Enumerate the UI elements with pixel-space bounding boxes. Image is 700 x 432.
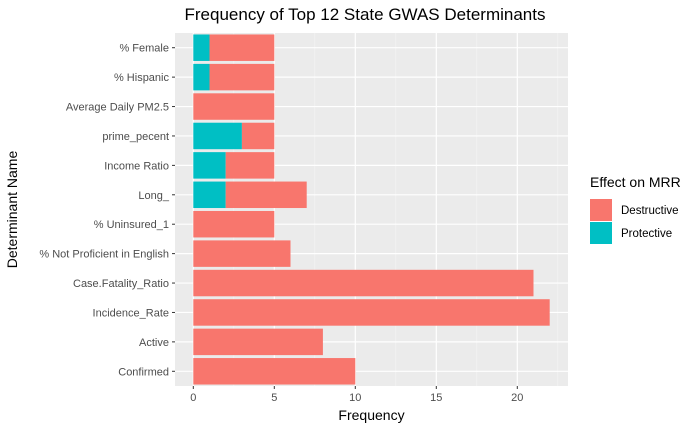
legend-swatch-protective — [590, 222, 612, 244]
bar-destructive-not-proficient-in-english — [193, 240, 291, 267]
chart-title: Frequency of Top 12 State GWAS Determina… — [185, 5, 546, 24]
legend: Effect on MRR Destructive Protective — [590, 174, 681, 244]
legend-title: Effect on MRR — [590, 174, 681, 190]
bar-destructive-confirmed — [193, 358, 356, 385]
legend-swatch-destructive — [590, 199, 612, 221]
y-axis-ticks: % Female % Hispanic Average Daily PM2.5 pri… — [39, 43, 175, 378]
bar-protective-prime-pecent — [193, 122, 242, 150]
bar-destructive-active — [193, 328, 323, 356]
y-tick-label: % Not Proficient in English — [39, 249, 169, 261]
legend-label-destructive: Destructive — [621, 205, 679, 217]
x-axis-ticks: 0 5 10 15 20 — [190, 386, 523, 404]
y-axis-title: Determinant Name — [4, 151, 20, 269]
y-tick-label: Long_ — [138, 190, 169, 202]
bar-destructive-hispanic — [209, 63, 275, 91]
legend-label-protective: Protective — [621, 228, 672, 240]
y-tick-label: Active — [139, 337, 169, 349]
bar-destructive-uninsured-1 — [193, 210, 275, 238]
x-tick-label: 5 — [271, 392, 277, 404]
y-tick-label: Incidence_Rate — [93, 307, 169, 319]
x-tick-label: 10 — [349, 392, 361, 404]
bar-destructive-average-daily-pm2-5 — [193, 93, 275, 120]
y-tick-label: Case.Fatality_Ratio — [73, 278, 169, 290]
y-tick-label: % Uninsured_1 — [94, 219, 169, 231]
bar-protective-long — [193, 181, 226, 209]
x-tick-label: 20 — [511, 392, 523, 404]
x-axis-title: Frequency — [338, 407, 404, 423]
bar-destructive-incidence-rate — [193, 299, 550, 326]
y-tick-label: % Hispanic — [114, 72, 170, 84]
bar-destructive-case-fatality-ratio — [193, 269, 534, 297]
bar-destructive-female — [209, 34, 275, 61]
y-tick-label: prime_pecent — [102, 131, 169, 143]
bar-destructive-income-ratio — [225, 152, 275, 179]
bar-protective-hispanic — [193, 63, 210, 91]
bar-destructive-prime-pecent — [241, 122, 275, 150]
bar-protective-female — [193, 34, 210, 61]
y-tick-label: Income Ratio — [104, 160, 169, 172]
y-tick-label: Average Daily PM2.5 — [66, 102, 169, 114]
x-tick-label: 0 — [190, 392, 196, 404]
x-tick-label: 15 — [430, 392, 442, 404]
bar-protective-income-ratio — [193, 152, 226, 179]
bars — [193, 34, 550, 385]
y-tick-label: % Female — [119, 43, 169, 55]
plot-panel — [175, 33, 568, 386]
bar-destructive-long — [225, 181, 307, 209]
y-tick-label: Confirmed — [118, 366, 169, 378]
